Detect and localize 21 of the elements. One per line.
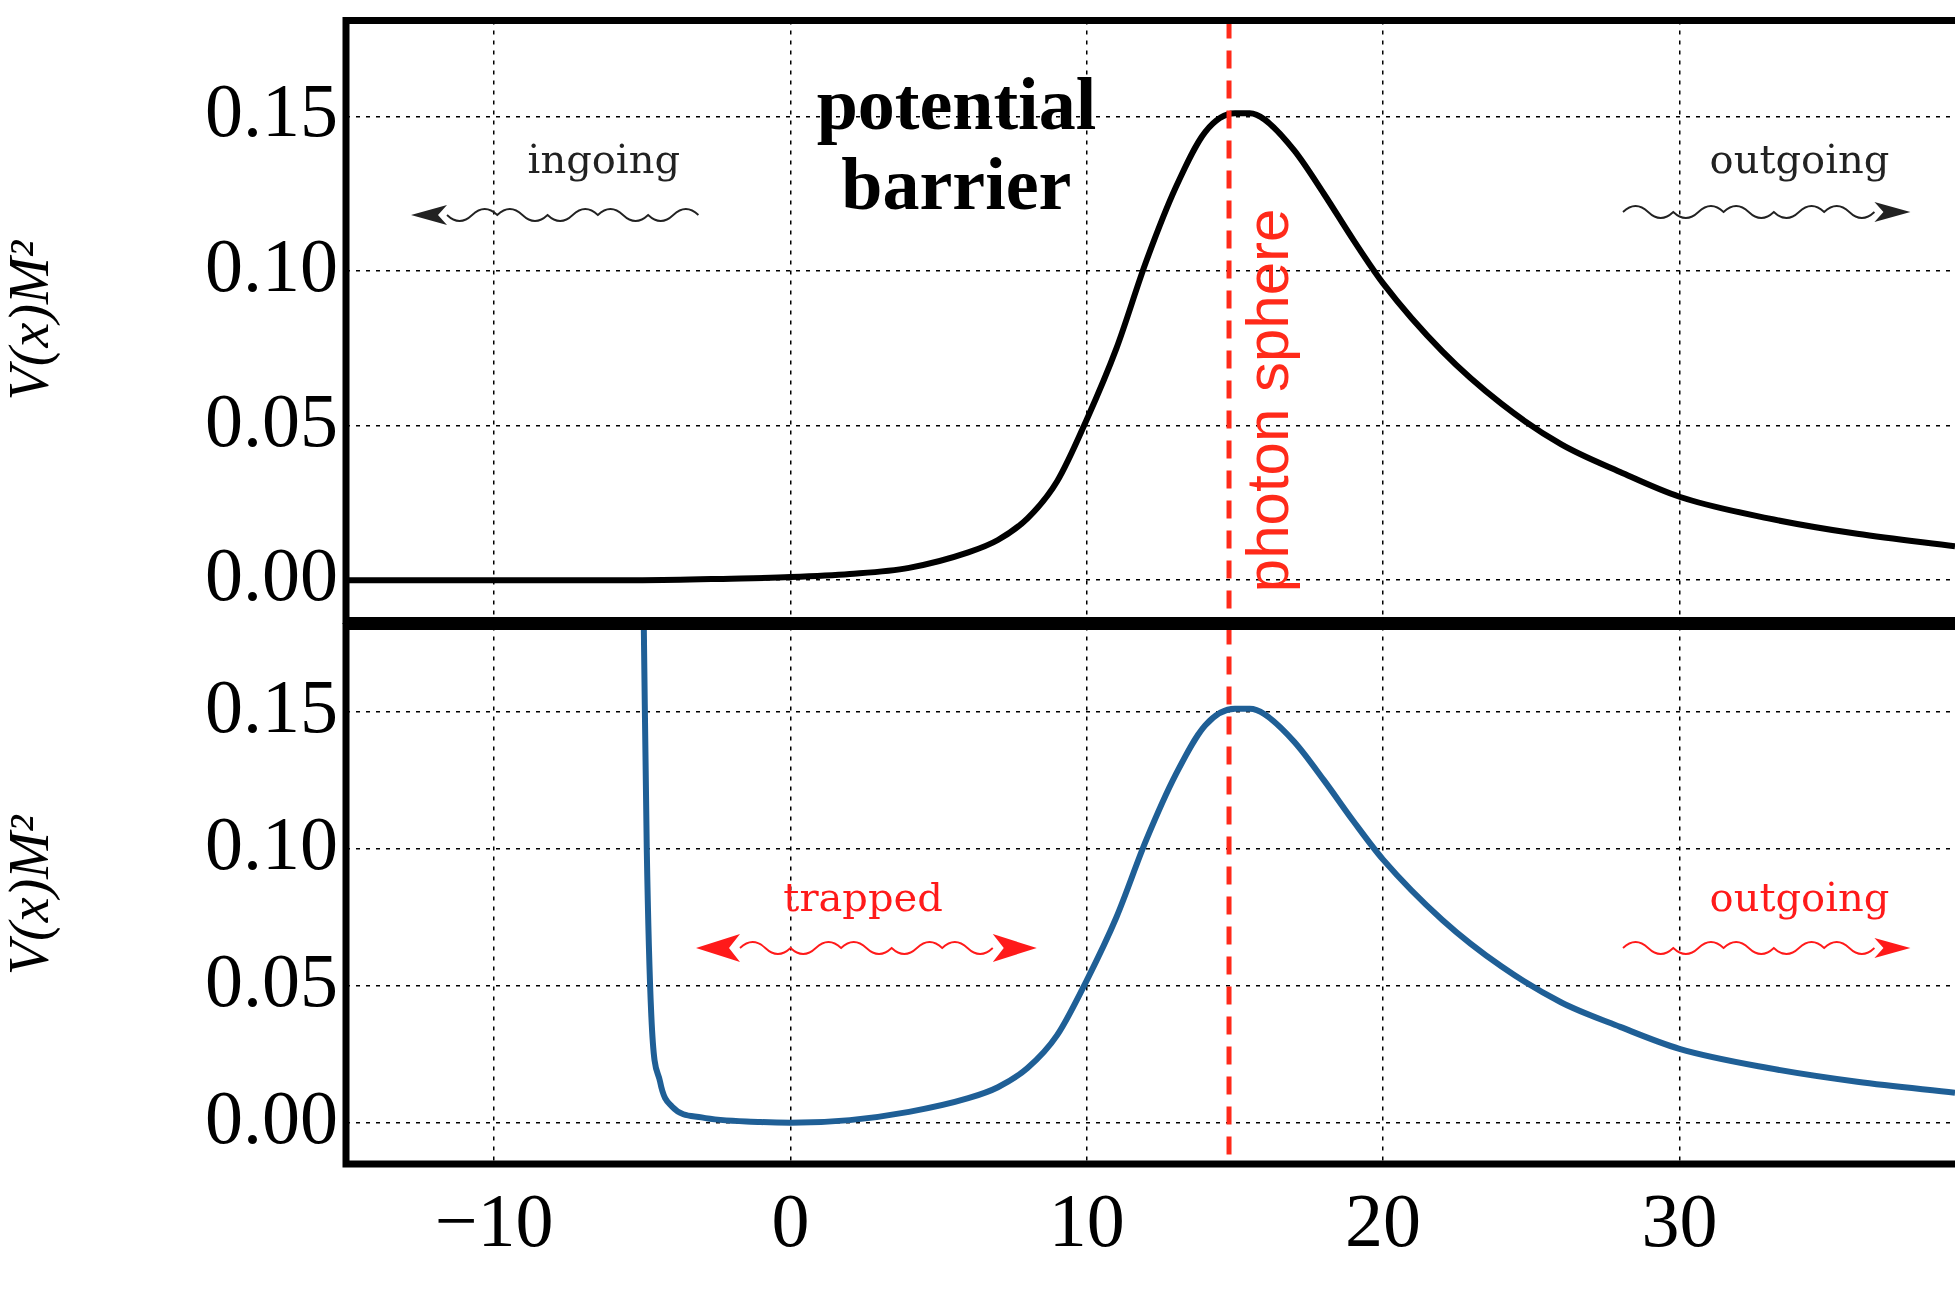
y-tick-label: 0.00 <box>205 1074 338 1159</box>
annotation: trapped <box>783 874 943 921</box>
ref-line-label: photon sphere <box>1233 208 1301 593</box>
annotation: outgoing <box>1709 874 1890 921</box>
y-tick-label: 0.05 <box>205 937 338 1022</box>
y-tick-label: 0.10 <box>205 800 338 885</box>
y-tick-label: 0.10 <box>205 222 338 307</box>
annotation: potential barrier <box>816 63 1097 226</box>
x-tick-label: 10 <box>1048 1177 1125 1262</box>
x-tick-label: 30 <box>1641 1177 1718 1262</box>
y-tick-label: 0.15 <box>205 663 338 748</box>
y-axis-title: V(x)M² <box>0 239 62 401</box>
annotation: outgoing <box>1709 136 1890 183</box>
annotation: ingoing <box>527 136 680 183</box>
x-tick-label: 20 <box>1345 1177 1422 1262</box>
y-tick-label: 0.05 <box>205 377 338 462</box>
y-tick-label: 0.15 <box>205 68 338 153</box>
y-axis-title: V(x)M² <box>0 814 62 976</box>
y-tick-label: 0.00 <box>205 532 338 617</box>
x-tick-label: −10 <box>434 1177 554 1262</box>
x-tick-label: 0 <box>771 1177 810 1262</box>
